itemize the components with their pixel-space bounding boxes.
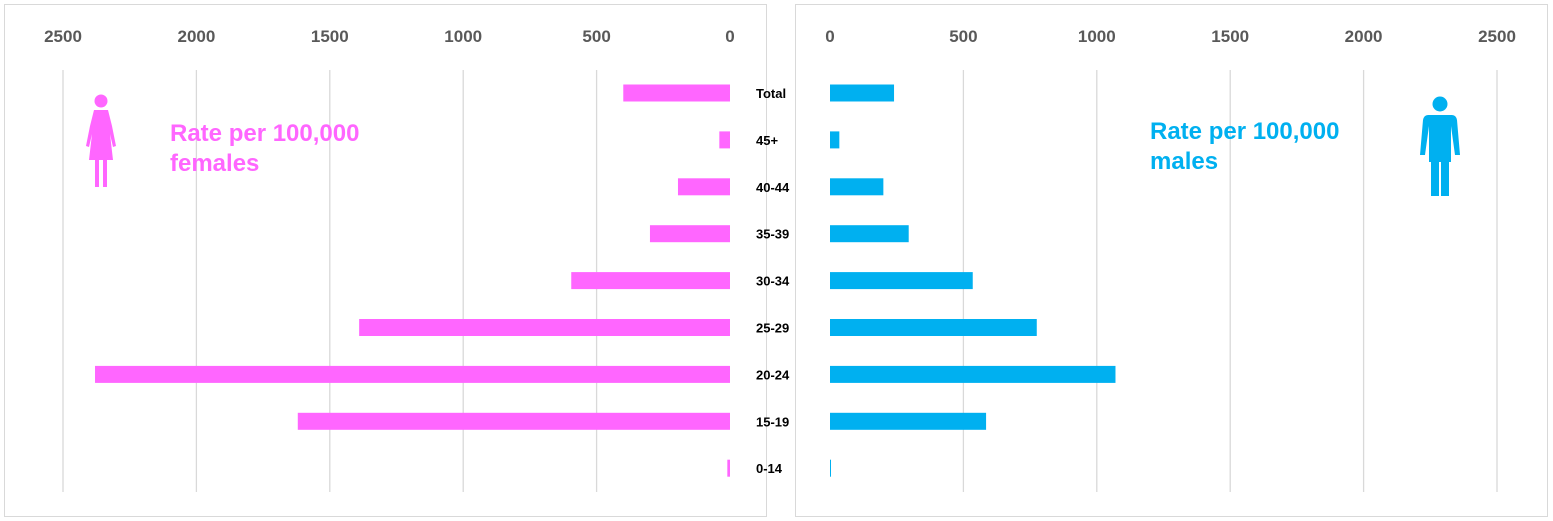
x-tick-label: 500: [949, 27, 977, 46]
category-label: 40-44: [756, 180, 790, 195]
bar-male-Total: [830, 84, 895, 102]
bar-female-Total: [623, 84, 730, 102]
male-rate-label-line1: Rate per 100,000: [1150, 118, 1339, 145]
bar-female-20-24: [95, 365, 731, 383]
category-label: 35-39: [756, 227, 789, 242]
bar-female-15-19: [297, 412, 730, 430]
category-label: 15-19: [756, 414, 789, 429]
right-x-axis-ticks: 0 500 1000 1500 2000 2500: [825, 27, 1516, 46]
x-tick-label: 1500: [1211, 27, 1249, 46]
x-tick-label: 1000: [444, 27, 482, 46]
x-tick-label: 2500: [1478, 27, 1516, 46]
x-tick-label: 0: [825, 27, 834, 46]
bar-female-40-44: [677, 178, 730, 196]
category-labels: Total 45+ 40-44 35-39 30-34 25-29 20-24 15-19 0-…: [756, 86, 790, 476]
left-x-axis-ticks: 2500 2000 1500 1000 500 0: [44, 27, 735, 46]
male-figure-icon: [1420, 96, 1460, 196]
x-tick-label: 1500: [311, 27, 349, 46]
x-tick-label: 0: [725, 27, 734, 46]
x-tick-label: 2500: [44, 27, 82, 46]
bar-male-45+: [830, 131, 840, 149]
bar-female-45+: [719, 131, 730, 149]
bar-male-15-19: [830, 412, 987, 430]
male-rate-label-line2: males: [1150, 148, 1218, 175]
category-label: 20-24: [756, 367, 790, 382]
x-tick-label: 2000: [177, 27, 215, 46]
x-tick-label: 500: [582, 27, 610, 46]
bar-female-25-29: [359, 319, 730, 336]
female-rate-label-line2: females: [170, 150, 259, 177]
bar-male-20-24: [830, 365, 1116, 383]
bar-male-25-29: [830, 319, 1037, 336]
bar-male-40-44: [830, 178, 884, 196]
category-label: 30-34: [756, 274, 790, 289]
female-figure-icon: [86, 94, 116, 187]
female-rate-label-line1: Rate per 100,000: [170, 120, 359, 147]
bar-female-0-14: [727, 459, 730, 477]
bar-male-0-14: [830, 459, 831, 477]
left-panel-border: [4, 4, 767, 517]
bar-female-30-34: [571, 272, 730, 290]
bar-male-35-39: [830, 225, 909, 243]
bar-female-35-39: [649, 225, 730, 243]
bar-male-30-34: [830, 272, 973, 290]
category-label: 0-14: [756, 461, 783, 476]
category-label: 45+: [756, 133, 778, 148]
category-label: Total: [756, 86, 786, 101]
category-label: 25-29: [756, 321, 789, 336]
female-bars: [95, 84, 731, 477]
x-tick-label: 1000: [1078, 27, 1116, 46]
x-tick-label: 2000: [1345, 27, 1383, 46]
right-panel-border: [795, 4, 1548, 517]
male-bars: [830, 84, 1116, 477]
